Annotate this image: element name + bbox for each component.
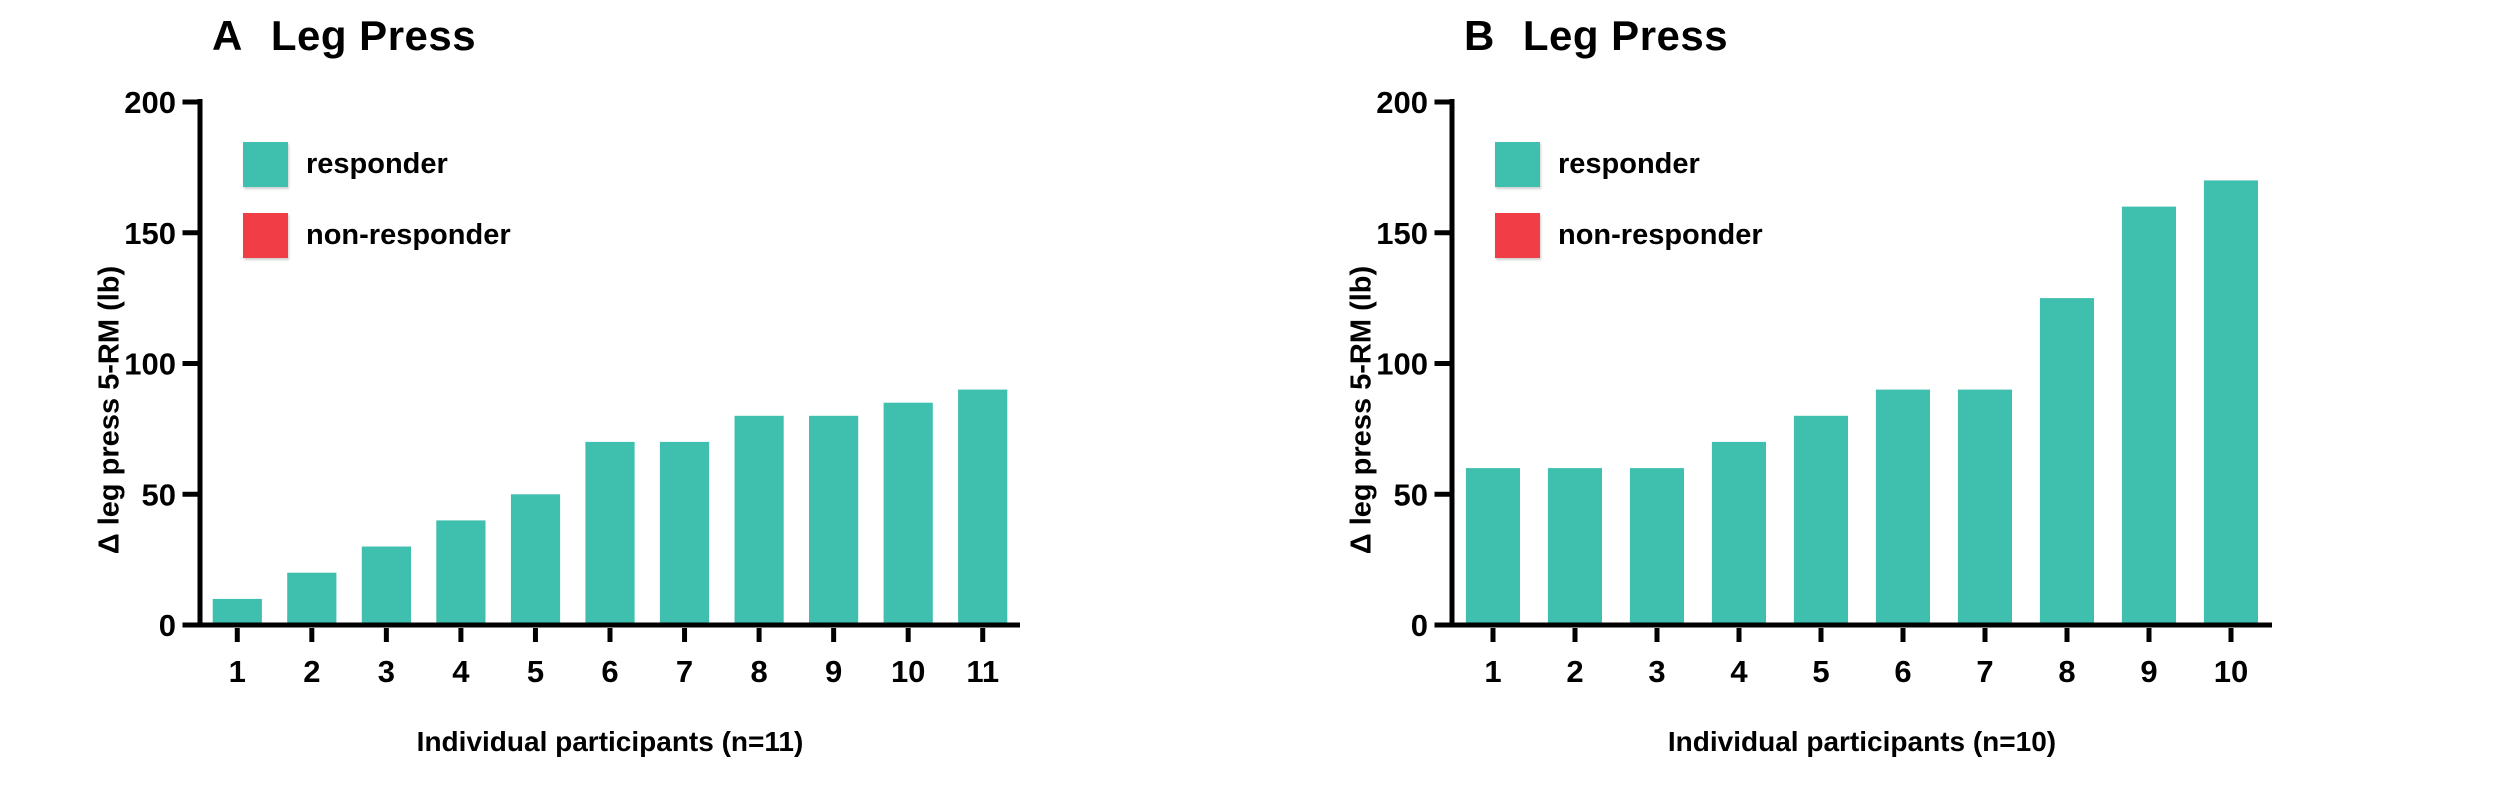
legend-label: non-responder: [1558, 219, 1763, 251]
x-tick-label: 9: [2140, 654, 2157, 689]
x-tick-label: 8: [750, 654, 767, 689]
x-tick-label: 5: [527, 654, 544, 689]
chart-panel-a: A Leg Press Δ leg press 5-RM (lb) 0 50 100 1…: [86, 0, 1096, 793]
x-tick-label: 1: [1484, 654, 1501, 689]
chart-title: A Leg Press: [212, 12, 476, 60]
x-tick-label: 1: [229, 654, 246, 689]
y-tick-label: 200: [124, 85, 176, 120]
plot-area: 0 50 100 150 200 1 2 3 4 5 6 7 8 9 10: [1376, 85, 2272, 689]
y-tick-label: 50: [1394, 477, 1428, 512]
y-tick-label: 100: [124, 347, 176, 382]
x-tick-label: 3: [1648, 654, 1665, 689]
legend-label: responder: [306, 148, 448, 180]
legend-label: responder: [1558, 148, 1700, 180]
x-tick-label: 10: [2214, 654, 2248, 689]
legend-item-non-responder: non-responder: [243, 213, 511, 258]
x-tick-label: 2: [303, 654, 320, 689]
x-tick-label: 4: [452, 654, 470, 689]
x-axis-label: Individual participants (n=10): [1667, 726, 2057, 757]
legend: responder non-responder: [1495, 142, 1763, 284]
y-tick-label: 50: [142, 477, 176, 512]
x-tick-label: 11: [966, 654, 999, 689]
bar: [2039, 298, 2094, 627]
chart-title-text: Leg Press: [1522, 12, 1729, 59]
bar: [1711, 441, 1766, 627]
y-tick-label: 150: [124, 216, 176, 251]
x-tick-label: 5: [1812, 654, 1829, 689]
x-axis-label: Individual participants (n=11): [416, 726, 804, 757]
bar: [436, 520, 486, 627]
bar: [361, 546, 411, 627]
y-tick-label: 0: [159, 608, 176, 643]
x-tick-label: 4: [1730, 654, 1748, 689]
x-tick-label: 3: [378, 654, 395, 689]
bar: [659, 441, 710, 627]
y-tick-label: 100: [1376, 347, 1428, 382]
bar: [1465, 468, 1520, 627]
y-tick-label: 150: [1376, 216, 1428, 251]
bar: [734, 415, 784, 627]
bar: [1957, 389, 2012, 627]
y-tick-label: 0: [1411, 608, 1428, 643]
legend-item-responder: responder: [243, 142, 511, 187]
bar: [585, 441, 635, 627]
plot-area: 0 50 100 150 200 1 2 3 4 5 6 7 8 9 10 11: [124, 85, 1020, 689]
legend-item-responder: responder: [1495, 142, 1763, 187]
bar: [809, 415, 859, 627]
bar: [1547, 468, 1602, 627]
panel-letter: B: [1464, 12, 1495, 59]
y-tick-label: 200: [1376, 85, 1428, 120]
non-responder-swatch-icon: [243, 213, 288, 258]
bar: [958, 389, 1008, 627]
bar: [2121, 206, 2176, 627]
chart-panel-b: B Leg Press Δ leg press 5-RM (lb) 0 50 100 1…: [1338, 0, 2348, 793]
bar: [510, 494, 561, 628]
legend-item-non-responder: non-responder: [1495, 213, 1763, 258]
bar: [212, 598, 262, 627]
responder-swatch-icon: [243, 142, 288, 187]
bar: [883, 402, 933, 627]
x-tick-label: 8: [2058, 654, 2075, 689]
x-tick-label: 9: [825, 654, 842, 689]
x-tick-label: 7: [676, 654, 693, 689]
bar: [1793, 415, 1848, 627]
non-responder-swatch-icon: [1495, 213, 1540, 258]
x-tick-label: 7: [1976, 654, 1993, 689]
chart-title-text: Leg Press: [270, 12, 477, 59]
responder-swatch-icon: [1495, 142, 1540, 187]
legend-label: non-responder: [306, 219, 511, 251]
x-tick-label: 2: [1566, 654, 1583, 689]
bar: [287, 572, 337, 627]
x-tick-label: 10: [891, 654, 925, 689]
bar: [1875, 389, 1930, 627]
legend: responder non-responder: [243, 142, 511, 284]
panel-letter: A: [212, 12, 243, 59]
chart-title: B Leg Press: [1464, 12, 1728, 60]
x-tick-label: 6: [1894, 654, 1911, 689]
x-tick-label: 6: [601, 654, 618, 689]
bar: [2203, 180, 2258, 627]
bar: [1629, 468, 1684, 627]
